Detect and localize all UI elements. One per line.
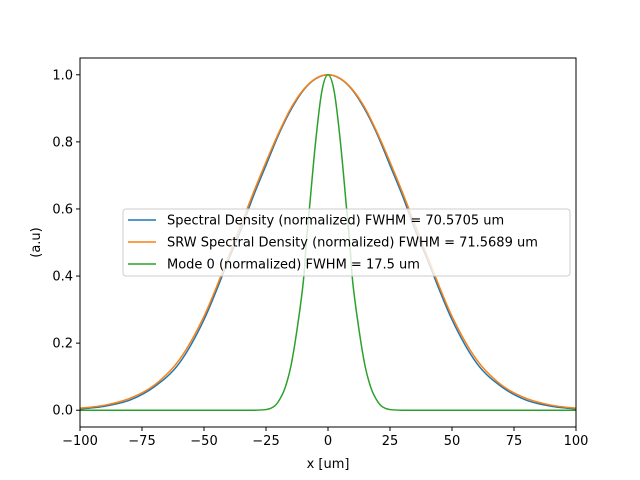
y-tick-label: 0.2 xyxy=(52,337,73,352)
x-axis-ticks: −100 −75 −50 −25 0 25 50 75 100 xyxy=(62,427,588,449)
legend-label: SRW Spectral Density (normalized) FWHM =… xyxy=(167,236,538,251)
y-axis-label: (a.u) xyxy=(29,227,44,257)
x-tick-label: −100 xyxy=(62,434,98,449)
x-tick-label: 75 xyxy=(506,434,523,449)
x-tick-label: 100 xyxy=(564,434,589,449)
y-axis-ticks: 0.0 0.2 0.4 0.6 0.8 1.0 xyxy=(52,68,80,419)
legend-label: Mode 0 (normalized) FWHM = 17.5 um xyxy=(167,258,420,273)
y-tick-label: 0.0 xyxy=(52,404,73,419)
legend-label: Spectral Density (normalized) FWHM = 70.… xyxy=(167,214,504,229)
x-tick-label: −50 xyxy=(190,434,217,449)
y-tick-label: 0.4 xyxy=(52,270,73,285)
legend: Spectral Density (normalized) FWHM = 70.… xyxy=(122,208,571,277)
x-tick-label: 25 xyxy=(382,434,399,449)
y-tick-label: 0.8 xyxy=(52,135,73,150)
legend-box xyxy=(122,208,571,277)
x-axis-label: x [um] xyxy=(307,457,350,472)
x-tick-label: 50 xyxy=(444,434,461,449)
series-layer xyxy=(79,74,577,412)
y-tick-label: 0.6 xyxy=(52,202,73,217)
x-tick-label: −25 xyxy=(252,434,279,449)
x-tick-label: −75 xyxy=(128,434,155,449)
y-tick-label: 1.0 xyxy=(52,68,73,83)
x-tick-label: 0 xyxy=(324,434,332,449)
series-line-2 xyxy=(80,74,576,412)
